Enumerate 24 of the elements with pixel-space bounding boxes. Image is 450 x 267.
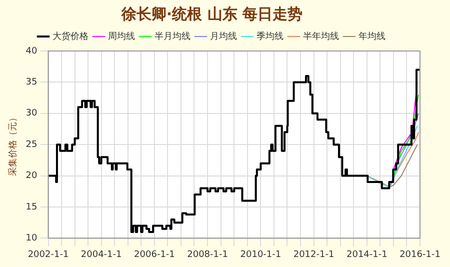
y-tick-label: 30 xyxy=(26,108,38,119)
legend-label: 周均线 xyxy=(108,30,135,42)
y-tick-label: 10 xyxy=(26,234,38,244)
x-tick-label: 2012-1-1 xyxy=(293,250,334,260)
legend-label: 年均线 xyxy=(358,30,386,42)
chart-title: 徐长卿·统根 山东 每日走势 xyxy=(120,4,303,23)
y-tick-label: 25 xyxy=(26,140,38,150)
x-tick-label: 2002-1-1 xyxy=(28,250,69,260)
legend-label: 月均线 xyxy=(210,30,237,42)
y-tick-label: 20 xyxy=(26,171,38,182)
x-tick-label: 2014-1-1 xyxy=(346,250,388,260)
legend-label: 半年均线 xyxy=(302,30,339,42)
legend-label: 季均线 xyxy=(256,30,284,42)
y-tick-label: 15 xyxy=(26,202,38,212)
y-tick-label: 40 xyxy=(26,46,38,56)
legend-label: 半月均线 xyxy=(154,30,190,42)
y-tick-label: 35 xyxy=(26,78,38,88)
y-axis-title: 采集价格（元） xyxy=(8,113,19,176)
x-tick-label: 2004-1-1 xyxy=(80,250,122,260)
x-tick-label: 2006-1-1 xyxy=(134,250,175,260)
x-tick-label: 2016-1-1 xyxy=(400,250,440,260)
x-tick-label: 2008-1-1 xyxy=(187,250,228,260)
legend-label: 大货价格 xyxy=(52,30,88,42)
x-tick-label: 2010-1-1 xyxy=(240,250,282,260)
